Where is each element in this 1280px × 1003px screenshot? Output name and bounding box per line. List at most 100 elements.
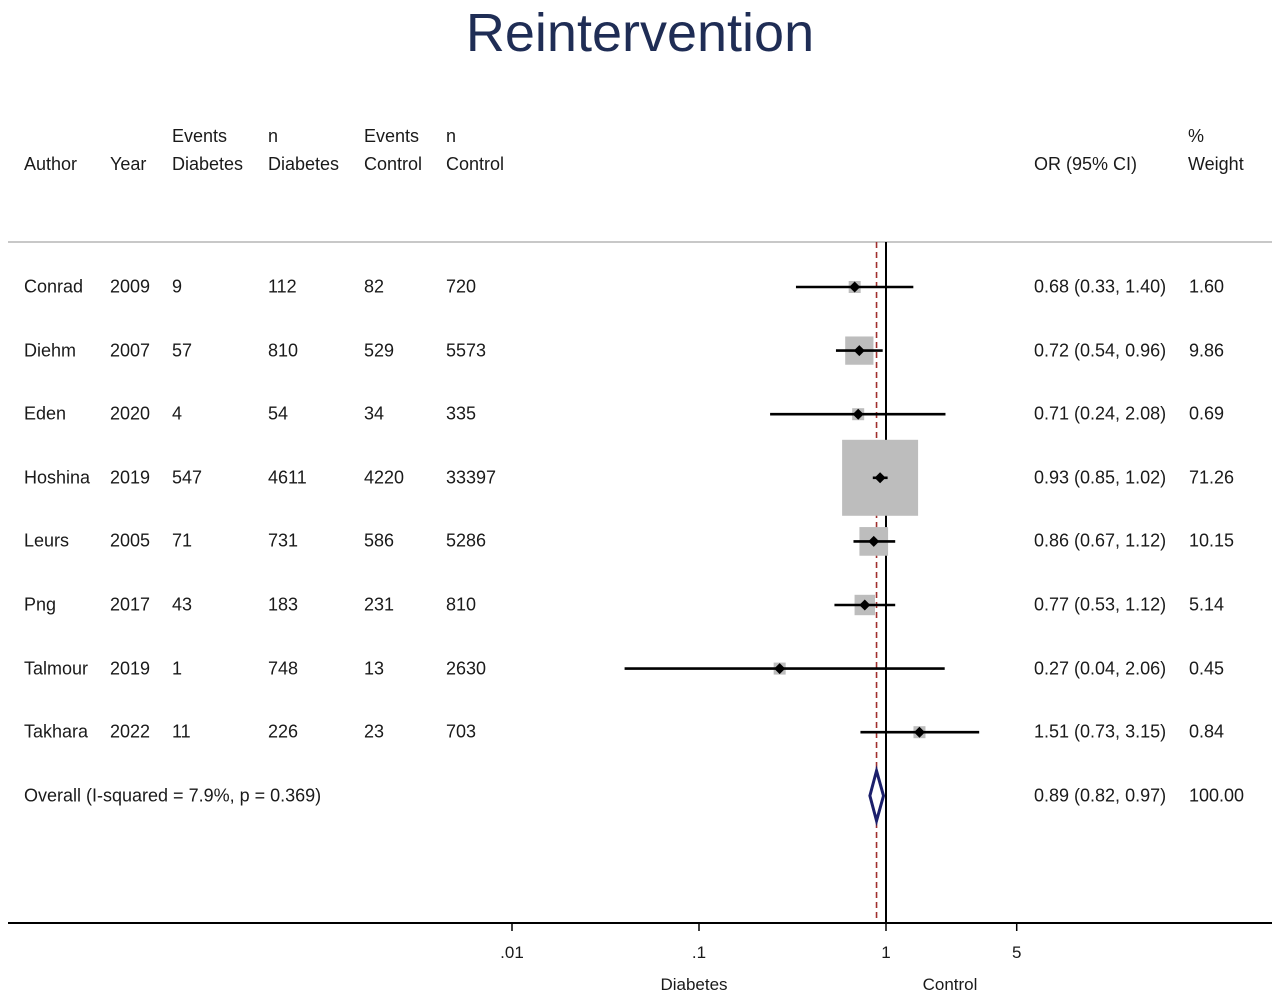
study-n-control: 335: [446, 403, 477, 424]
study-author: Takhara: [24, 721, 89, 742]
study-weight: 1.60: [1189, 276, 1225, 297]
study-events-control: 23: [364, 721, 385, 742]
study-weight: 0.69: [1189, 403, 1225, 424]
header-events-diabetes: Events Diabetes: [172, 122, 243, 178]
study-or-ci: 0.27 (0.04, 2.06): [1034, 658, 1167, 679]
study-or-ci: 0.72 (0.54, 0.96): [1034, 340, 1167, 361]
study-author: Png: [24, 594, 57, 615]
point-estimate: [913, 726, 925, 738]
header-n-control: n Control: [446, 122, 504, 178]
study-n-control: 33397: [446, 467, 497, 488]
header-author: Author: [24, 122, 77, 178]
study-events-diabetes: 71: [172, 530, 193, 551]
study-events-diabetes: 57: [172, 340, 193, 361]
study-weight: 10.15: [1189, 530, 1235, 551]
header-weight: % Weight: [1188, 122, 1244, 178]
header-n-control-line1: n: [446, 126, 457, 146]
overall-weight: 100.00: [1189, 785, 1245, 806]
x-tick-label: 1: [881, 943, 890, 962]
point-estimate: [859, 599, 871, 611]
study-events-diabetes: 547: [172, 467, 203, 488]
study-n-diabetes: 54: [268, 403, 289, 424]
study-author: Hoshina: [24, 467, 91, 488]
header-n-diabetes-line2: Diabetes: [268, 154, 340, 174]
overall-or-ci: 0.89 (0.82, 0.97): [1034, 785, 1167, 806]
study-year: 2017: [110, 594, 151, 615]
header-n-control-line2: Control: [446, 154, 505, 174]
point-estimate: [849, 281, 861, 293]
study-year: 2020: [110, 403, 151, 424]
study-events-control: 586: [364, 530, 395, 551]
x-tick-label: .1: [692, 943, 706, 962]
study-events-control: 4220: [364, 467, 405, 488]
header-divider: [8, 241, 1272, 243]
header-year: Year: [110, 122, 146, 178]
study-n-control: 5573: [446, 340, 487, 361]
study-or-ci: 0.93 (0.85, 1.02): [1034, 467, 1167, 488]
header-events-diabetes-line1: Events: [172, 126, 228, 146]
study-or-ci: 1.51 (0.73, 3.15): [1034, 721, 1167, 742]
study-author: Talmour: [24, 658, 89, 679]
header-n-diabetes: n Diabetes: [268, 122, 339, 178]
study-weight: 5.14: [1189, 594, 1225, 615]
study-n-control: 720: [446, 276, 477, 297]
study-n-control: 810: [446, 594, 477, 615]
header-n-diabetes-line1: n: [268, 126, 279, 146]
study-weight: 0.84: [1189, 721, 1225, 742]
header-weight-line1: %: [1188, 126, 1205, 146]
header-author-line2: Author: [24, 154, 78, 174]
point-estimate: [874, 472, 886, 484]
study-year: 2009: [110, 276, 151, 297]
study-n-diabetes: 731: [268, 530, 299, 551]
study-author: Leurs: [24, 530, 70, 551]
study-author: Eden: [24, 403, 67, 424]
header-events-control-line1: Events: [364, 126, 420, 146]
point-estimate: [774, 663, 786, 675]
study-year: 2019: [110, 658, 151, 679]
header-events-control-line2: Control: [364, 154, 423, 174]
study-n-diabetes: 183: [268, 594, 299, 615]
study-events-diabetes: 11: [172, 721, 191, 742]
study-events-control: 13: [364, 658, 385, 679]
study-events-diabetes: 4: [172, 403, 183, 424]
study-weight: 9.86: [1189, 340, 1225, 361]
study-or-ci: 0.71 (0.24, 2.08): [1034, 403, 1167, 424]
point-estimate: [852, 408, 864, 420]
header-year-line2: Year: [110, 154, 147, 174]
point-estimate: [853, 345, 865, 357]
study-or-ci: 0.86 (0.67, 1.12): [1034, 530, 1167, 551]
study-or-ci: 0.68 (0.33, 1.40): [1034, 276, 1167, 297]
study-events-control: 231: [364, 594, 395, 615]
header-or-ci-line2: OR (95% CI): [1034, 154, 1138, 174]
study-weight: 71.26: [1189, 467, 1235, 488]
study-author: Diehm: [24, 340, 77, 361]
study-year: 2005: [110, 530, 151, 551]
study-year: 2019: [110, 467, 151, 488]
study-events-control: 82: [364, 276, 385, 297]
study-n-control: 703: [446, 721, 477, 742]
study-events-diabetes: 1: [172, 658, 183, 679]
header-events-diabetes-line2: Diabetes: [172, 154, 244, 174]
study-year: 2022: [110, 721, 151, 742]
study-events-control: 34: [364, 403, 385, 424]
study-n-diabetes: 4611: [268, 467, 307, 488]
point-estimate: [868, 535, 880, 547]
favours-diabetes-label: Diabetes: [660, 975, 727, 994]
study-events-diabetes: 9: [172, 276, 183, 297]
study-author: Conrad: [24, 276, 84, 297]
overall-label: Overall (I-squared = 7.9%, p = 0.369): [24, 785, 322, 806]
overall-diamond: [868, 765, 886, 827]
header-events-control: Events Control: [364, 122, 422, 178]
chart-title: Reintervention: [465, 3, 815, 63]
x-tick-label: 5: [1012, 943, 1021, 962]
study-n-diabetes: 810: [268, 340, 299, 361]
study-or-ci: 0.77 (0.53, 1.12): [1034, 594, 1167, 615]
study-weight: 0.45: [1189, 658, 1225, 679]
study-n-diabetes: 226: [268, 721, 299, 742]
study-year: 2007: [110, 340, 151, 361]
header-weight-line2: Weight: [1188, 154, 1244, 174]
header-or-ci: OR (95% CI): [1034, 122, 1137, 178]
study-n-control: 2630: [446, 658, 487, 679]
study-events-control: 529: [364, 340, 395, 361]
